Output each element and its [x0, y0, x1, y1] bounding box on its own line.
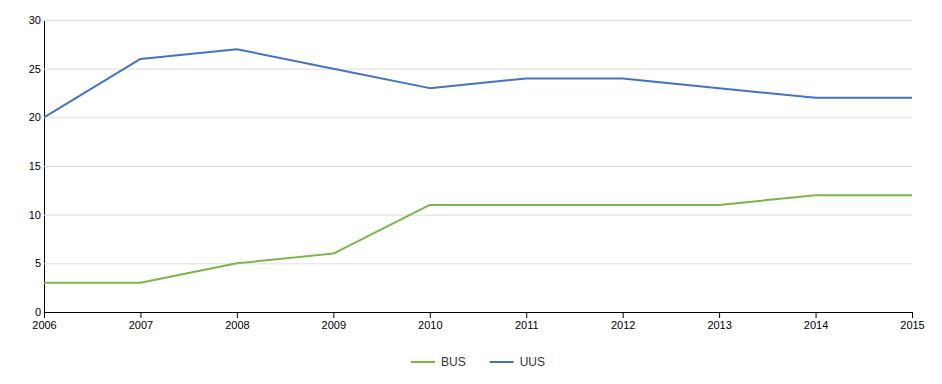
x-tick-mark: [912, 312, 913, 318]
legend-swatch: [490, 361, 514, 363]
x-tick-label: 2015: [900, 319, 924, 331]
legend: BUS UUS: [411, 355, 545, 369]
legend-swatch: [411, 361, 435, 363]
lines: [44, 49, 912, 283]
x-tick: 2010: [418, 312, 442, 331]
y-tick: 30: [29, 14, 912, 26]
legend-item: UUS: [490, 355, 545, 369]
y-tick-label: 20: [29, 111, 41, 123]
y-tick: 25: [29, 63, 912, 75]
x-tick-label: 2006: [32, 319, 56, 331]
series-line: [44, 195, 912, 283]
x-tick: 2011: [515, 312, 539, 331]
x-tick-mark: [526, 312, 527, 318]
x-tick: 2008: [225, 312, 249, 331]
y-tick-label: 15: [29, 160, 41, 172]
legend-label: UUS: [520, 355, 545, 369]
y-tick-label: 10: [29, 209, 41, 221]
legend-item: BUS: [411, 355, 466, 369]
x-tick: 2014: [804, 312, 828, 331]
x-tick: 2006: [32, 312, 56, 331]
plot-area: 0 5 10 15 20 25 30 2006 2007 2008 2009 2010 2011 2012…: [29, 14, 925, 331]
y-tick: 0: [35, 306, 912, 318]
chart: 0 5 10 15 20 25 30 2006 2007 2008 2009 2010 2011 2012…: [0, 0, 942, 384]
y-tick-label: 5: [35, 257, 41, 269]
y-grid-line: [44, 69, 912, 70]
x-tick-mark: [237, 312, 238, 318]
legend-label: BUS: [441, 355, 466, 369]
x-tick-mark: [44, 312, 45, 318]
x-tick-label: 2008: [225, 319, 249, 331]
y-tick-label: 0: [35, 306, 41, 318]
y-grid-line: [44, 117, 912, 118]
x-tick-label: 2011: [515, 319, 539, 331]
x-tick: 2009: [322, 312, 346, 331]
y-tick-label: 30: [29, 14, 41, 26]
y-tick: 20: [29, 111, 912, 123]
x-tick-label: 2007: [129, 319, 153, 331]
x-tick: 2012: [611, 312, 635, 331]
x-tick-mark: [140, 312, 141, 318]
x-tick-label: 2010: [418, 319, 442, 331]
y-grid-line: [44, 215, 912, 216]
x-tick-mark: [816, 312, 817, 318]
y-grid-line: [44, 166, 912, 167]
x-tick-mark: [333, 312, 334, 318]
y-grid-line: [44, 263, 912, 264]
x-tick-mark: [719, 312, 720, 318]
x-tick-label: 2014: [804, 319, 828, 331]
x-tick: 2007: [129, 312, 153, 331]
x-tick-label: 2013: [707, 319, 731, 331]
series-line: [44, 49, 912, 117]
x-axis-line: [45, 312, 913, 313]
x-tick-mark: [623, 312, 624, 318]
y-grid-line: [44, 20, 912, 21]
y-tick-label: 25: [29, 63, 41, 75]
y-grid-line: [44, 312, 912, 313]
x-tick: 2013: [707, 312, 731, 331]
y-tick: 10: [29, 209, 912, 221]
y-axis: 0 5 10 15 20 25 30: [29, 14, 912, 318]
x-tick-label: 2012: [611, 319, 635, 331]
y-tick: 5: [35, 257, 912, 269]
x-tick-label: 2009: [322, 319, 346, 331]
x-tick-mark: [430, 312, 431, 318]
y-tick: 15: [29, 160, 912, 172]
x-tick: 2015: [900, 312, 924, 331]
x-axis: 2006 2007 2008 2009 2010 2011 2012 2013 2014 2015: [32, 312, 924, 331]
